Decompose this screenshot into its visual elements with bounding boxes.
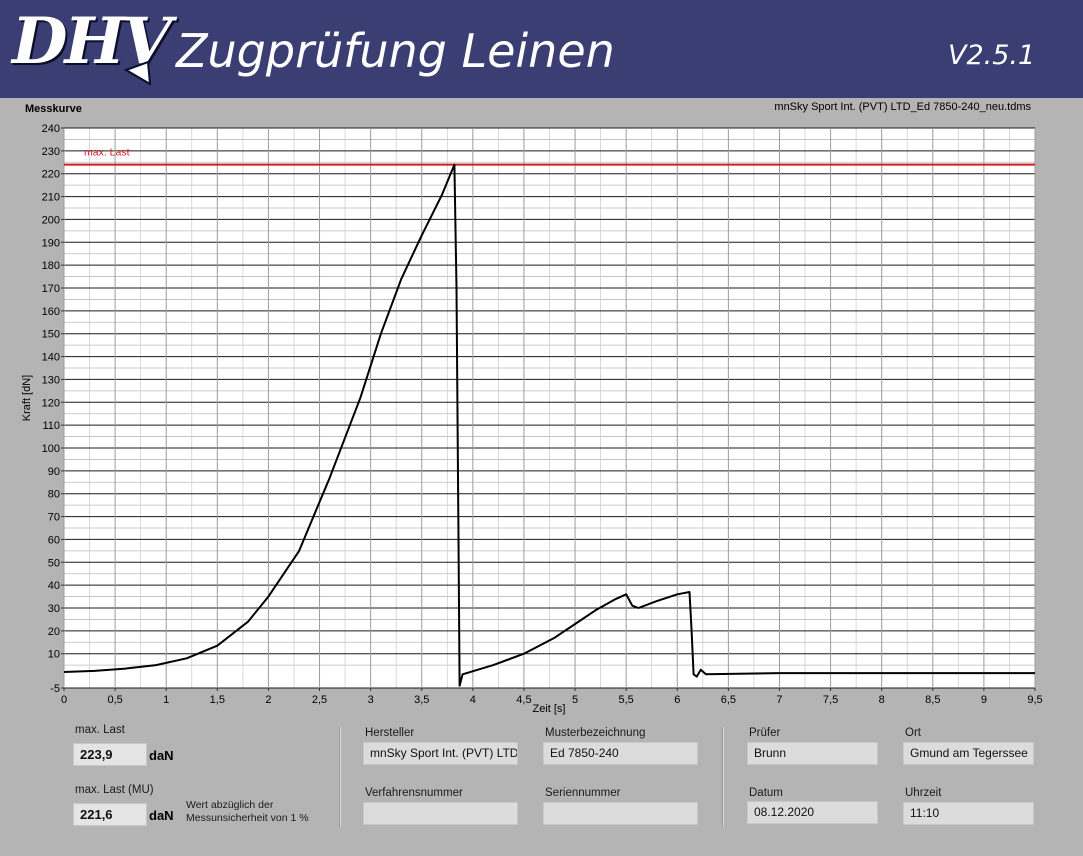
x-tick-label: 1,5: [210, 694, 225, 706]
y-tick-label: 60: [48, 534, 60, 546]
y-tick-label: 200: [42, 214, 60, 226]
musterbezeichnung-field[interactable]: Ed 7850-240: [543, 742, 698, 765]
y-tick-label: 90: [48, 466, 60, 478]
y-tick-label: 190: [42, 237, 60, 249]
x-tick-label: 3: [368, 694, 374, 706]
y-tick-label: 170: [42, 283, 60, 295]
version-label: V2.5.1: [948, 40, 1036, 71]
max-last-mu-label: max. Last (MU): [75, 784, 154, 796]
x-tick-label: 6: [674, 694, 680, 706]
file-name-label: mnSky Sport Int. (PVT) LTD_Ed 7850-240_n…: [774, 101, 1031, 113]
musterbezeichnung-label: Musterbezeichnung: [545, 727, 646, 739]
x-tick-label: 4,5: [516, 694, 531, 706]
app-header: DHV Zugprüfung Leinen V2.5.1: [0, 0, 1083, 98]
grid-minor: [64, 128, 1035, 688]
x-tick-label: 4: [470, 694, 476, 706]
separator-left: [339, 727, 341, 827]
y-tick-label: 50: [48, 557, 60, 569]
x-tick-label: 7,5: [823, 694, 838, 706]
y-tick-label: 240: [42, 123, 60, 135]
max-last-value: 223,9: [73, 743, 147, 766]
y-tick-label: 10: [48, 649, 60, 661]
x-tick-label: 8,5: [925, 694, 940, 706]
x-tick-label: 6,5: [721, 694, 736, 706]
y-tick-label: 120: [42, 397, 60, 409]
pruefer-field[interactable]: Brunn: [747, 742, 878, 765]
ort-field[interactable]: Gmund am Tegerssee: [903, 742, 1034, 765]
app-title: Zugprüfung Leinen: [176, 24, 615, 78]
verfahrensnummer-field[interactable]: [363, 802, 518, 825]
max-last-mu-value: 221,6: [73, 803, 147, 826]
seriennummer-label: Seriennummer: [545, 787, 621, 799]
force-curve: [63, 163, 1035, 687]
max-last-label: max. Last: [75, 724, 125, 736]
force-time-chart[interactable]: -510203040506070809010011012013014015016…: [0, 98, 1083, 720]
separator-right: [722, 727, 724, 827]
x-tick-label: 9,5: [1027, 694, 1042, 706]
x-axis-ticks: 0 0,5 1 1,5 2 2,5 3 3,5 4 4,5 5 5,5 6 6,5 7 7,5 8 8,5 9 9,5: [61, 688, 1043, 706]
x-tick-label: 0: [61, 694, 67, 706]
y-tick-label: 220: [42, 169, 60, 181]
max-last-mu-unit: daN: [149, 808, 174, 823]
max-last-label: max. Last: [84, 147, 130, 159]
pruefer-label: Prüfer: [749, 727, 781, 739]
x-axis-label: Zeit [s]: [532, 703, 565, 715]
y-tick-label: 70: [48, 512, 60, 524]
uhrzeit-label: Uhrzeit: [905, 787, 942, 799]
y-tick-label: 20: [48, 626, 60, 638]
y-tick-label: 30: [48, 603, 60, 615]
ort-label: Ort: [905, 727, 921, 739]
y-axis-label: Kraft [dN]: [21, 375, 33, 421]
logo-swoosh-icon: [123, 60, 152, 86]
y-tick-label: 230: [42, 146, 60, 158]
y-tick-label: 110: [42, 420, 60, 432]
y-tick-label: 140: [42, 352, 60, 364]
uhrzeit-field[interactable]: 11:10: [903, 802, 1034, 825]
uncertainty-note-line2: Messunsicherheit von 1 %: [186, 812, 309, 824]
x-tick-label: 2: [265, 694, 271, 706]
hersteller-label: Hersteller: [365, 727, 415, 739]
graph-label: Messkurve: [25, 103, 82, 115]
uncertainty-note-line1: Wert abzüglich der: [186, 799, 274, 811]
datum-label: Datum: [749, 787, 783, 799]
y-tick-label: 80: [48, 489, 60, 501]
x-tick-label: 7: [776, 694, 782, 706]
y-tick-label: 210: [42, 192, 60, 204]
grid-major: [63, 127, 1036, 689]
y-tick-label: 100: [42, 443, 60, 455]
x-tick-label: 3,5: [414, 694, 429, 706]
y-tick-label: 40: [48, 580, 60, 592]
seriennummer-field[interactable]: [543, 802, 698, 825]
y-tick-label: 160: [42, 306, 60, 318]
y-tick-label: 150: [42, 329, 60, 341]
hersteller-field[interactable]: mnSky Sport Int. (PVT) LTD: [363, 742, 518, 765]
x-tick-label: 2,5: [312, 694, 327, 706]
datum-field[interactable]: 08.12.2020: [747, 801, 878, 824]
y-tick-label: -5: [50, 683, 60, 695]
x-tick-label: 9: [981, 694, 987, 706]
x-tick-label: 5: [572, 694, 578, 706]
max-last-unit: daN: [149, 748, 174, 763]
y-axis-ticks: -5 10 20 30 40 50 60 70 80 90 100 110 120 130 140 150 16…: [42, 123, 64, 695]
x-tick-label: 8: [879, 694, 885, 706]
x-tick-label: 5,5: [619, 694, 634, 706]
x-tick-label: 0,5: [107, 694, 122, 706]
y-tick-label: 180: [42, 260, 60, 272]
x-tick-label: 1: [163, 694, 169, 706]
y-tick-label: 130: [42, 374, 60, 386]
verfahrensnummer-label: Verfahrensnummer: [365, 787, 463, 799]
